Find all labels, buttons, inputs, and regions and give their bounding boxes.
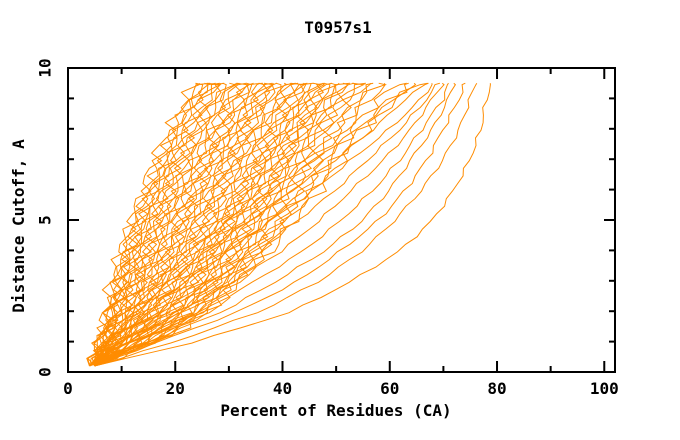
model-curve [94,82,282,366]
model-curve [94,82,457,367]
model-curve [89,82,220,367]
model-curves [86,82,491,367]
chart-title: T0957s1 [304,18,371,37]
model-curve [89,82,407,367]
y-axis-label: Distance Cutoff, A [9,139,28,313]
model-curve [94,82,240,367]
model-curve [86,82,253,367]
model-curve [94,82,417,367]
x-tick-label: 100 [590,379,619,398]
model-curve [89,82,429,367]
x-tick-label: 60 [380,379,399,398]
model-curve [94,82,299,367]
model-curve [94,83,221,367]
x-tick-label: 40 [273,379,292,398]
y-tick-label: 0 [36,367,55,377]
x-tick-label: 80 [487,379,506,398]
model-curve [94,82,466,367]
y-tick-label: 10 [36,58,55,77]
model-curve [89,82,296,367]
model-curve [89,83,200,367]
model-curve [94,82,355,367]
model-curve [89,82,276,367]
model-curve [94,82,445,367]
model-curve [94,82,209,366]
model-curve [89,82,275,367]
model-curve [94,83,433,367]
model-curve [89,82,247,367]
model-curve [94,82,306,367]
model-curve [89,82,308,367]
model-curve [94,82,449,367]
x-axis-label: Percent of Residues (CA) [220,401,451,420]
model-curve [91,82,243,367]
model-curve [94,83,491,367]
plot-frame [67,67,616,373]
model-curve [94,82,323,367]
model-curve [94,82,296,367]
model-curve [94,82,409,367]
model-curve [94,82,478,367]
model-curve [94,82,314,367]
model-curve [89,82,349,367]
y-tick-label: 5 [36,215,55,225]
axis-tick-labels: 0 20 40 60 80 100 0 5 10 [36,58,619,398]
model-curve [89,82,441,367]
model-curve [94,82,332,367]
model-curve [94,82,366,367]
model-curve [94,82,428,367]
x-tick-label: 0 [63,379,73,398]
x-tick-label: 20 [166,379,185,398]
